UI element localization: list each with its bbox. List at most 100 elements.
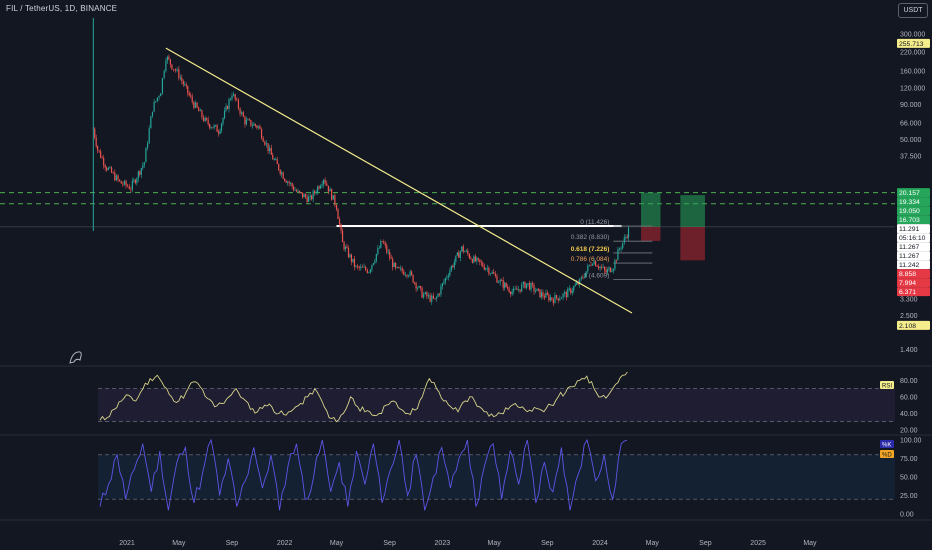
price-badge-label: 11.242 [899,262,920,269]
currency-button[interactable]: USDT [898,3,928,18]
candle [360,266,362,268]
candle [555,295,558,299]
candle [198,107,200,112]
candle [347,247,350,258]
candle [501,280,503,281]
candle [236,99,238,101]
candle [552,299,554,304]
x-tick-label: Sep [226,540,239,547]
candle [247,119,249,121]
candle [440,286,442,295]
price-candles [92,54,630,307]
candle [311,195,313,200]
candle [577,282,579,285]
candle [146,143,149,149]
candle [504,282,506,288]
candle [213,125,215,128]
x-tick-label: 2021 [119,540,135,547]
candle [418,286,420,288]
candle [122,183,124,185]
descending-trendline [165,47,633,314]
candle [522,281,524,285]
candle [131,180,133,190]
candle [557,298,559,301]
candle [560,297,563,299]
candle [449,270,451,276]
price-badge [897,242,930,252]
y-tick-label: 50.00 [900,475,918,482]
candle [143,162,145,166]
y-tick-label: 160.000 [900,68,925,75]
candle [567,288,569,298]
position-profit-zone [680,195,705,227]
candle [611,270,613,273]
candle [148,128,150,144]
candle [361,266,364,268]
candle [592,264,594,266]
candle [615,260,618,261]
candle [374,260,376,264]
candle [127,185,129,187]
candle [375,254,377,261]
candle [215,125,217,127]
candle [237,99,240,109]
candle [282,172,284,179]
candle [287,181,289,183]
candle [150,116,152,129]
candle [114,172,116,181]
rsi-legend-badge [880,381,894,389]
candle [335,204,338,210]
candle [251,125,253,127]
candle [100,151,102,158]
candle [471,259,473,263]
candle [614,260,616,270]
candle [291,183,293,187]
candle [381,241,383,243]
candle [479,259,481,263]
candle [123,180,126,185]
candle [161,78,164,94]
candle [524,281,526,289]
candle [377,248,379,255]
candle [587,265,589,272]
candle [568,288,570,290]
candle [468,253,470,258]
candle [365,266,367,270]
candle [598,266,600,269]
x-tick-label: May [330,540,344,547]
candle [191,96,193,103]
y-tick-label: 120.000 [900,85,925,92]
candle [201,110,203,118]
candle [340,224,342,231]
candle [482,262,484,267]
candle [234,94,236,100]
candle [395,263,397,268]
candle [329,189,331,192]
oscillator-series [99,438,628,511]
candle [279,169,281,175]
x-tick-label: May [488,540,502,547]
candle [155,101,157,102]
candle [110,167,113,173]
stoch-k-legend-label: %K [882,443,891,449]
candle [229,99,232,100]
candle [168,56,170,60]
price-badge [897,233,930,243]
candle [298,190,301,193]
y-tick-label: 0.00 [900,512,914,519]
y-tick-label: 40.00 [900,411,918,418]
rsi-legend-label: RSI [882,384,892,390]
y-tick-label: 20.00 [900,428,918,435]
candle [464,251,466,253]
candle [94,128,96,138]
candle [318,186,320,189]
candle [158,96,160,98]
price-badge [897,260,930,270]
candle [225,106,227,111]
candle [97,146,99,151]
candle [309,195,311,197]
candle [284,178,286,181]
candle [187,85,189,94]
candle [497,282,500,284]
candle [419,286,422,288]
